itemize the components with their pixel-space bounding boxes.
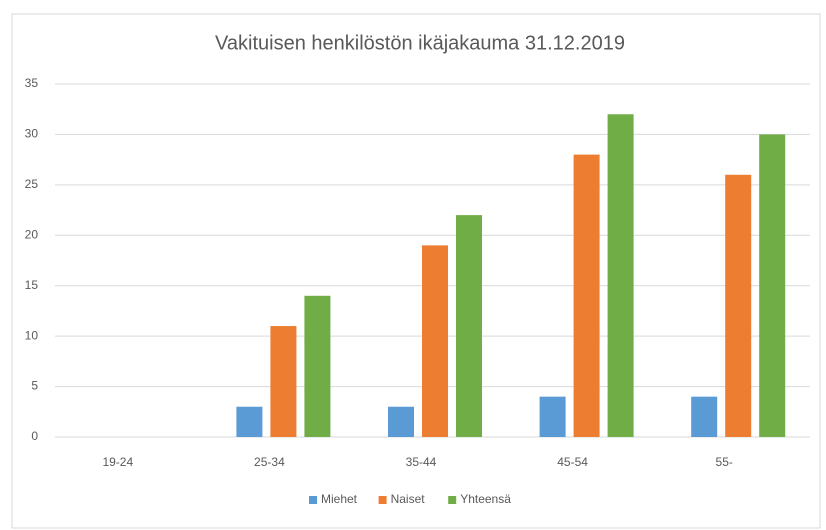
y-tick-label: 35 xyxy=(25,76,39,90)
x-tick-label: 45-54 xyxy=(557,455,588,469)
bar xyxy=(759,134,786,437)
bar xyxy=(691,396,718,437)
bar xyxy=(573,154,600,437)
chart-title: Vakituisen henkilöstön ikäjakauma 31.12.… xyxy=(215,32,625,54)
y-tick-label: 5 xyxy=(31,379,38,393)
chart-frame xyxy=(11,13,821,529)
legend-label: Miehet xyxy=(321,492,358,506)
y-tick-label: 25 xyxy=(25,177,39,191)
x-tick-label: 35-44 xyxy=(406,455,437,469)
bar xyxy=(422,245,448,437)
bar xyxy=(270,326,297,437)
x-tick-label: 19-24 xyxy=(102,455,133,469)
x-tick-label: 25-34 xyxy=(254,455,285,469)
legend-label: Naiset xyxy=(391,492,426,506)
bar xyxy=(725,174,752,437)
legend-swatch xyxy=(378,496,387,504)
y-tick-label: 20 xyxy=(25,227,39,241)
y-tick-label: 30 xyxy=(25,127,39,141)
bar xyxy=(304,295,331,437)
y-tick-label: 15 xyxy=(25,278,39,292)
legend-swatch xyxy=(448,496,457,504)
legend-swatch xyxy=(309,496,317,504)
bar xyxy=(388,406,414,437)
y-tick-label: 10 xyxy=(25,328,39,342)
bar xyxy=(607,114,634,437)
bar xyxy=(456,215,482,437)
y-tick-label: 0 xyxy=(31,429,38,443)
x-tick-label: 55- xyxy=(716,455,733,469)
bar xyxy=(539,396,566,437)
legend-label: Yhteensä xyxy=(460,492,511,506)
bar xyxy=(236,406,263,437)
